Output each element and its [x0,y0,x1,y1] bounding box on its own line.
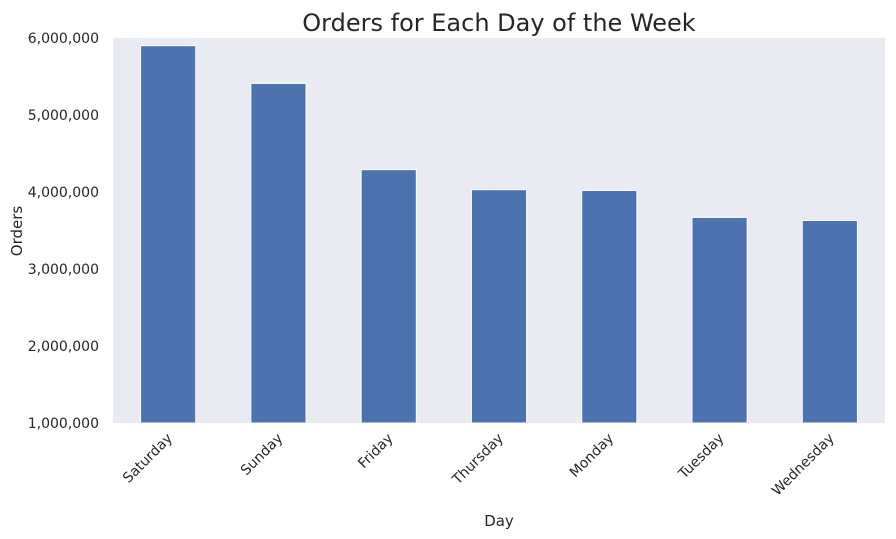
y-axis-ticks: 1,000,000 2,000,000 3,000,000 4,000,000 5,00… [28,31,99,432]
y-axis-label: Orders [8,206,26,257]
x-tick-label-thursday: Thursday [449,431,507,489]
bar-monday [581,189,638,424]
x-tick-label-friday: Friday [355,431,396,472]
x-axis-label: Day [484,512,514,530]
x-tick-label-sunday: Sunday [238,431,286,479]
bar-sunday [250,82,307,424]
bar-tuesday [691,216,748,424]
y-tick-label: 3,000,000 [28,262,99,278]
chart-title: Orders for Each Day of the Week [302,9,696,37]
y-tick-label: 2,000,000 [28,339,99,355]
y-tick-label: 1,000,000 [28,416,99,432]
x-axis-ticks: Saturday Sunday Friday Thursday Monday Tuesda… [120,431,838,500]
y-tick-label: 4,000,000 [28,185,99,201]
bar-friday [360,169,417,424]
bars-group [140,45,858,424]
x-tick-label-tuesday: Tuesday [675,431,727,483]
x-tick-label-wednesday: Wednesday [769,431,838,500]
x-tick-label-monday: Monday [567,431,617,481]
x-tick-label-saturday: Saturday [120,431,176,487]
bar-thursday [470,189,528,424]
y-tick-label: 6,000,000 [28,31,99,47]
y-tick-label: 5,000,000 [28,108,99,124]
bar-saturday [140,45,197,424]
bar-wednesday [801,219,858,424]
